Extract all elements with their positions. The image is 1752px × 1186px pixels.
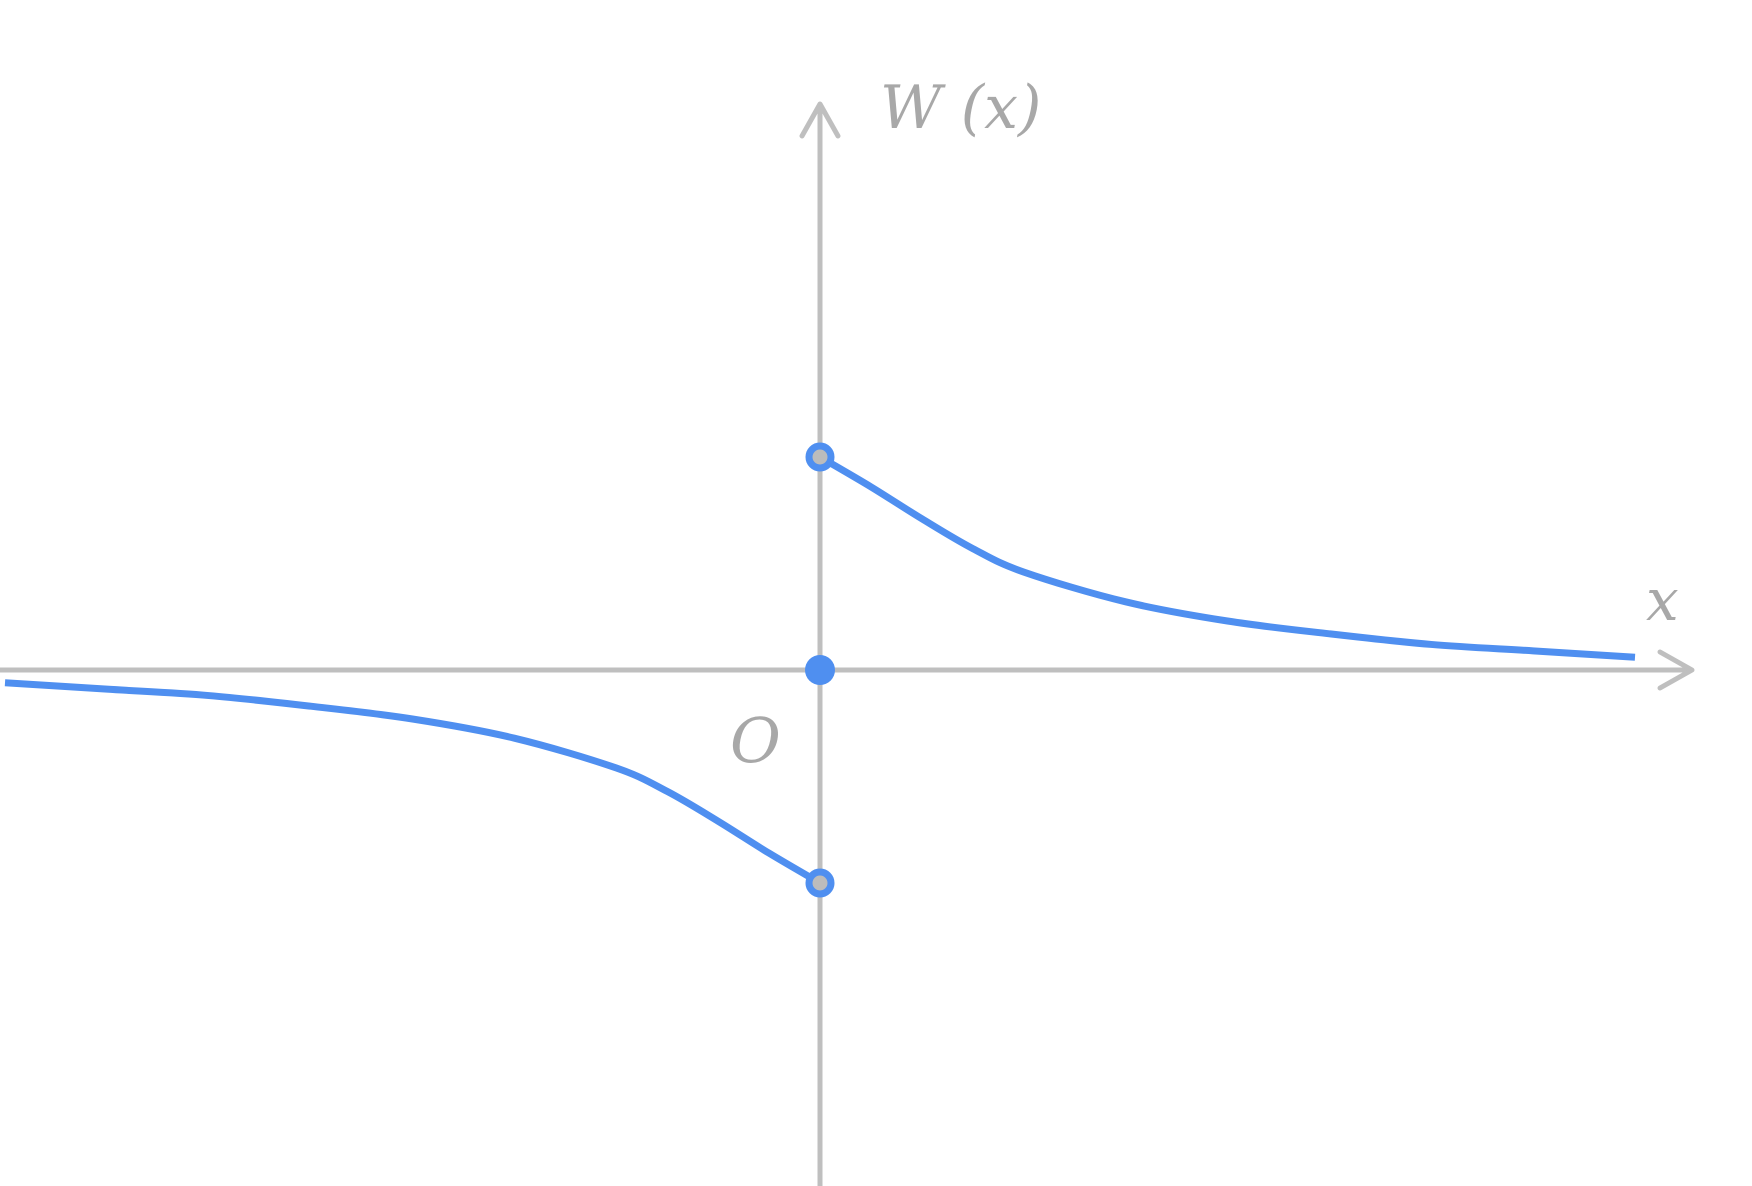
filled-point xyxy=(805,655,835,685)
y-axis-label: W (x) xyxy=(880,73,1041,143)
curve-branch-right xyxy=(818,453,1636,661)
curve-branch-left xyxy=(4,679,822,887)
y-axis-arrow xyxy=(799,101,841,139)
origin-label: O xyxy=(730,704,781,777)
open-point xyxy=(805,442,835,472)
curves xyxy=(4,453,1636,887)
axes: x W (x) O xyxy=(0,73,1695,1186)
open-point xyxy=(805,868,835,898)
x-axis-label: x xyxy=(1646,566,1679,634)
x-axis-arrow xyxy=(1657,649,1695,691)
points xyxy=(805,442,835,898)
